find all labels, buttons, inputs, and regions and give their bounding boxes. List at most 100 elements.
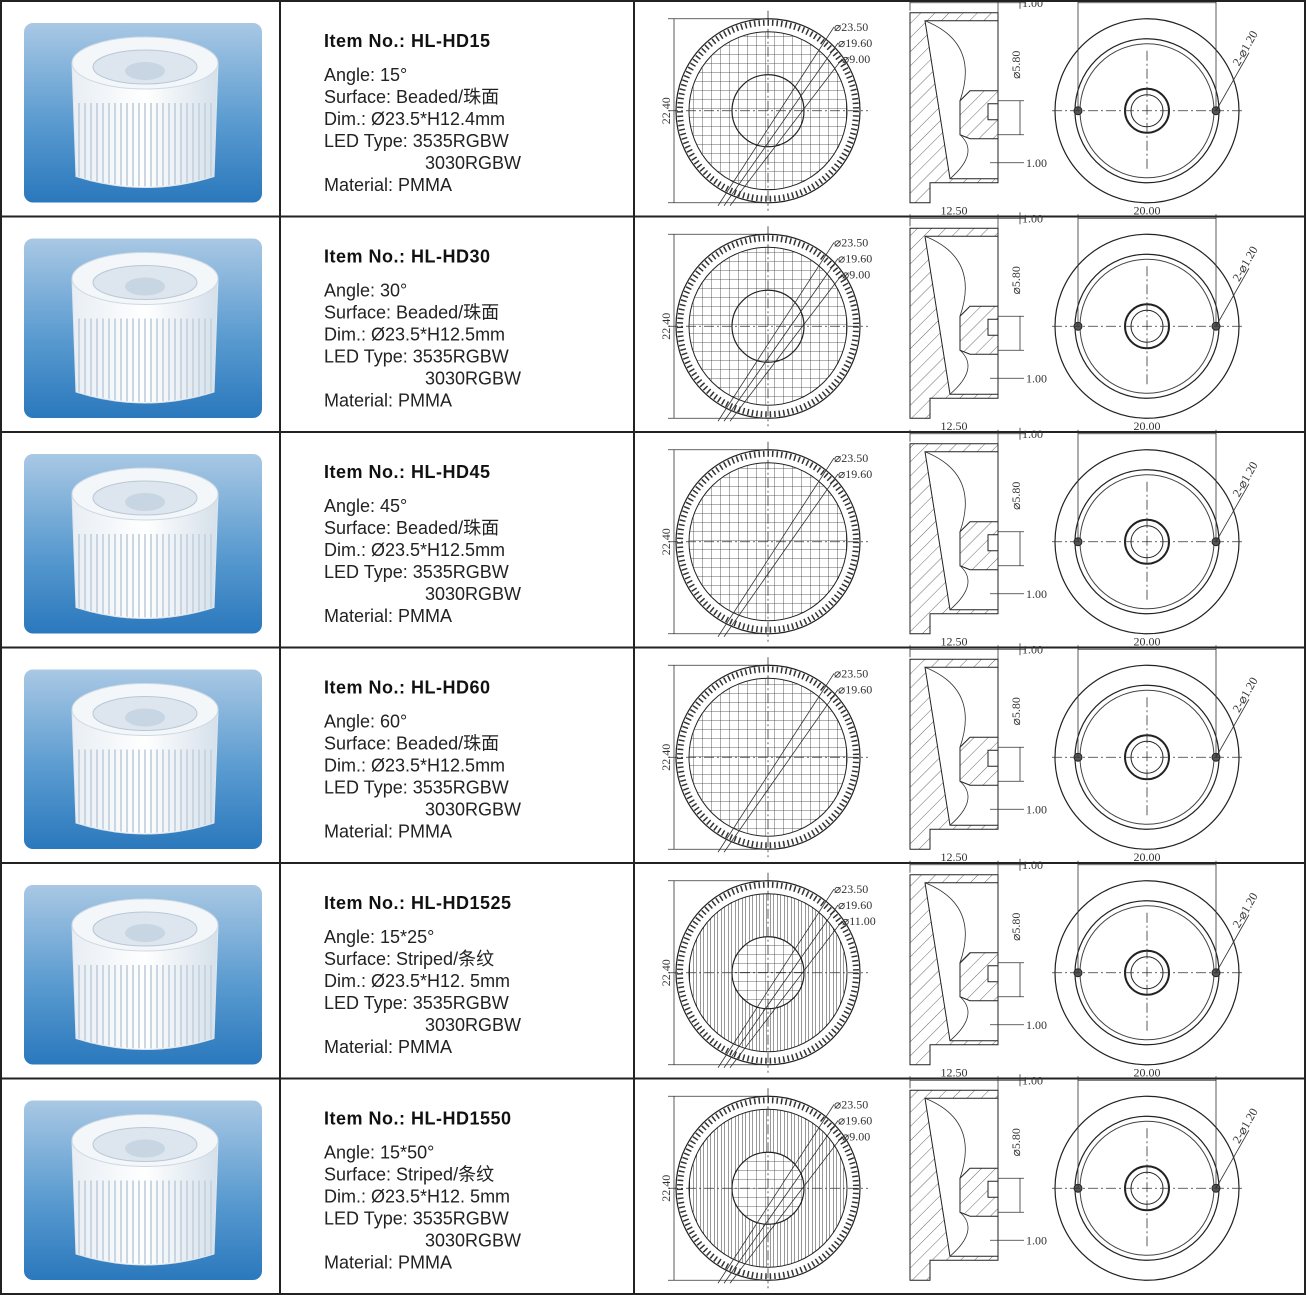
diameter-label: ⌀23.50 [834,1098,868,1112]
led-type: 3030RGBW [425,153,521,173]
dim-top-label: 1.00 [1022,1073,1043,1087]
leader-line [717,673,835,853]
item-number: Item No.: HL-HD15 [324,31,491,51]
dim-base [1077,860,1250,973]
dim-hole-label: ⌀5.80 [1009,913,1023,941]
dim-hole-label: ⌀5.80 [1009,1128,1023,1156]
lens-center [125,62,165,80]
dimension: Dim.: Ø23.5*H12.4mm [324,109,505,129]
side-cavity-cone [924,235,969,395]
diameter-label: ⌀9.00 [842,52,870,66]
product-row: Item No.: HL-HD1550 Angle: 15*50°Surface:… [0,1065,1306,1295]
side-led [987,534,999,552]
leader-line [723,904,839,1068]
base-center-lines [1052,50,1242,171]
led-type: LED Type: 3535RGBW [324,1209,509,1229]
leader-line [723,258,839,422]
dim-base [1077,429,1250,542]
product-row: Item No.: HL-HD30 Angle: 30°Surface: Bead… [0,203,1306,433]
base-center-lines [1052,697,1242,818]
diameter-label: ⌀23.50 [834,882,868,896]
side-cavity-cone [924,882,969,1042]
lens-center [125,708,165,727]
diameter-label: ⌀23.50 [834,667,868,681]
dim-side [909,0,1026,164]
item-number: Item No.: HL-HD1525 [324,893,512,913]
leader-line [717,1104,835,1284]
dim-top-label: 1.00 [1022,0,1043,10]
center-lines [668,226,868,427]
led-type: 3030RGBW [425,800,521,820]
dim-hole-label: ⌀5.80 [1009,697,1023,725]
dim-height-label: 22.40 [659,744,673,771]
lens-center [125,493,165,511]
dim-width-label: 12.50 [941,419,968,433]
dim-hole-label: ⌀5.80 [1009,51,1023,79]
dim-width-label: 12.50 [941,850,968,864]
dim-height [668,880,762,1066]
diameter-label: ⌀19.60 [838,898,872,912]
dim-base-label: 20.00 [1134,1065,1161,1079]
led-type: LED Type: 3535RGBW [324,993,509,1013]
dim-base [1077,214,1250,327]
diameter-label: ⌀23.50 [834,451,868,465]
angle: Angle: 45° [324,496,407,516]
dim-base-label: 20.00 [1134,203,1161,217]
dimension: Dim.: Ø23.5*H12. 5mm [324,1187,510,1207]
leader-line [729,920,843,1068]
side-led [987,318,999,336]
material: Material: PMMA [324,1253,452,1273]
material: Material: PMMA [324,822,452,842]
dim-height-label: 22.40 [659,313,673,340]
diameter-label: ⌀19.60 [838,252,872,266]
leader-line [717,888,835,1068]
angle: Angle: 30° [324,281,407,301]
leader-line [723,42,839,206]
dim-hole-label: ⌀5.80 [1009,482,1023,510]
surface: Surface: Striped/条纹 [324,1165,494,1185]
dim-pins-label: 2-⌀1.20 [1229,459,1260,499]
item-number: Item No.: HL-HD1550 [324,1109,512,1129]
diameter-label: ⌀19.60 [838,1114,872,1128]
product-row: Item No.: HL-HD1525 Angle: 15*25°Surface:… [0,850,1306,1080]
led-type: LED Type: 3535RGBW [324,131,509,151]
center-lines [668,657,868,858]
diameter-label: ⌀11.00 [842,914,876,928]
item-number: Item No.: HL-HD45 [324,462,491,482]
leader-line [729,1136,843,1284]
surface: Surface: Beaded/珠面 [324,303,499,323]
center-lines [668,441,868,642]
lens-center [125,924,165,942]
dim-bottom-label: 1.00 [1026,802,1047,816]
surface: Surface: Striped/条纹 [324,949,494,969]
dim-bottom-label: 1.00 [1026,587,1047,601]
diameter-label: ⌀23.50 [834,20,868,34]
material: Material: PMMA [324,175,452,195]
dim-side [909,212,1026,379]
dim-width-label: 12.50 [941,634,968,648]
dim-pins-label: 2-⌀1.20 [1229,1106,1260,1146]
leader-line [723,689,839,853]
dim-side [909,643,1026,810]
dim-height [668,449,762,635]
dim-base-label: 20.00 [1134,634,1161,648]
lens-ribs [76,534,214,618]
dim-top-label: 1.00 [1022,642,1043,656]
diameter-label: ⌀23.50 [834,236,868,250]
side-cavity-cone [924,451,969,611]
surface: Surface: Beaded/珠面 [324,734,499,754]
side-cavity-cone [924,1097,969,1257]
dim-bottom-label: 1.00 [1026,1233,1047,1247]
base-center-lines [1052,481,1242,602]
dim-pins-label: 2-⌀1.20 [1229,28,1260,68]
center-lines [668,1088,868,1289]
diameter-label: ⌀19.60 [838,36,872,50]
leader-line [717,26,835,206]
base-center-lines [1052,266,1242,387]
angle: Angle: 60° [324,712,407,732]
lens-ribs [76,1180,214,1264]
dim-side [909,1074,1026,1241]
item-number: Item No.: HL-HD60 [324,678,491,698]
dim-base [1077,0,1250,111]
